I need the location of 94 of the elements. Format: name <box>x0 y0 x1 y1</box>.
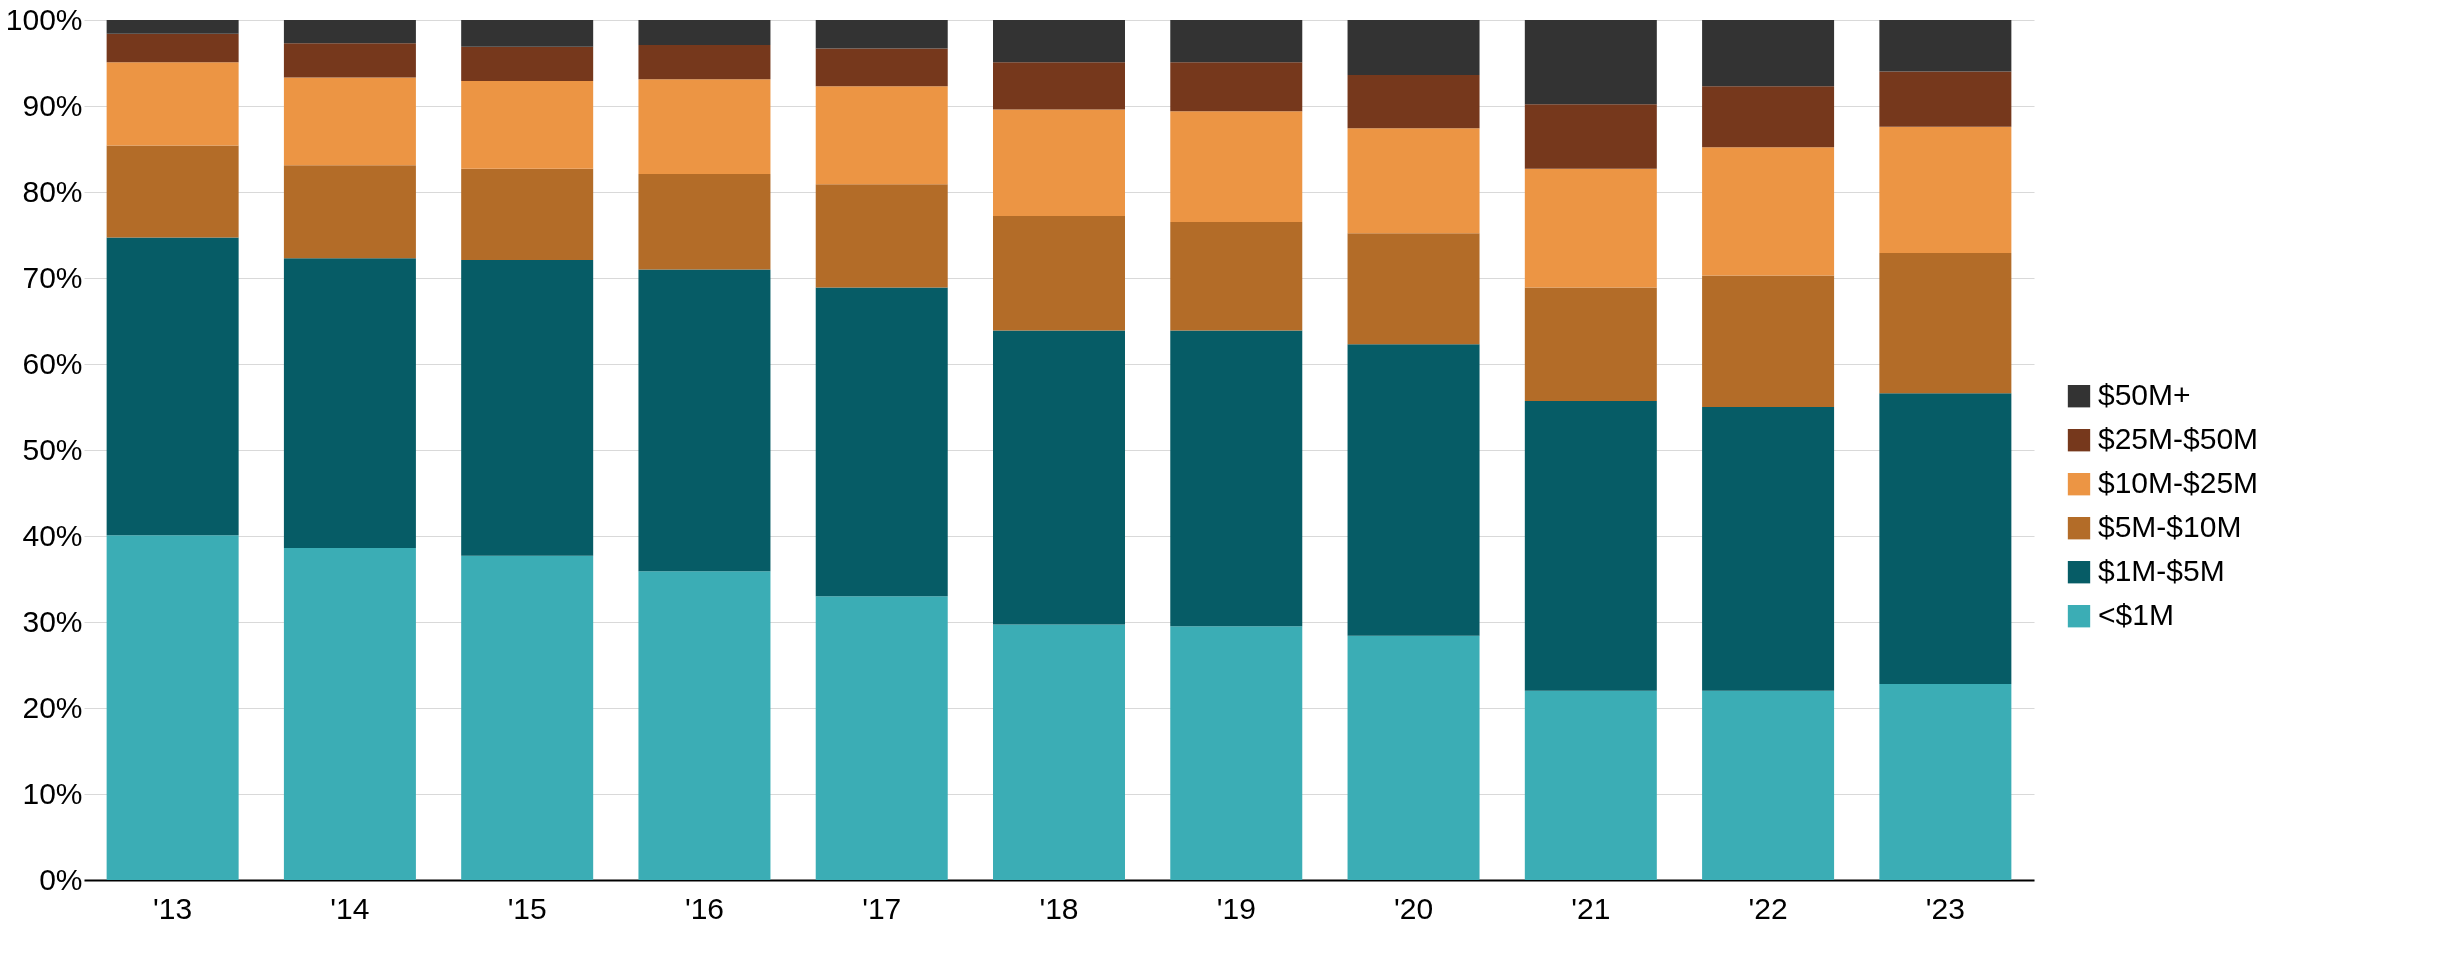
bar <box>993 624 1125 880</box>
bar <box>993 109 1125 217</box>
bar <box>1347 20 1480 76</box>
bar <box>461 20 594 47</box>
y-tick-label: 20% <box>22 690 83 724</box>
bar <box>461 81 594 169</box>
bar <box>1879 20 2012 72</box>
bar <box>815 596 948 880</box>
y-tick-label: 80% <box>22 174 83 208</box>
x-tick-label: '23 <box>1925 891 1965 925</box>
bar <box>1347 75 1480 129</box>
y-tick-label: 30% <box>22 604 83 638</box>
y-tick-label: 90% <box>22 88 83 122</box>
y-tick-label: 60% <box>22 346 83 380</box>
bar <box>106 33 239 63</box>
bar <box>283 77 416 166</box>
x-tick-label: '19 <box>1216 891 1256 925</box>
bar <box>106 535 239 880</box>
bar <box>638 269 771 572</box>
bar <box>1879 126 2012 254</box>
bar <box>461 555 594 880</box>
x-tick-label: '17 <box>862 891 902 925</box>
bar <box>1170 62 1303 112</box>
bar <box>283 258 416 549</box>
bar <box>106 20 239 34</box>
bar <box>638 20 771 45</box>
y-tick-label: 10% <box>22 776 83 810</box>
x-tick-label: '16 <box>684 891 725 925</box>
bar <box>283 20 416 44</box>
bar <box>1879 683 2012 880</box>
bar <box>815 287 948 597</box>
bar <box>1347 344 1480 636</box>
bar <box>1524 104 1657 169</box>
x-tick-label: '13 <box>153 891 193 925</box>
bar <box>1524 20 1657 105</box>
bar <box>1702 690 1835 880</box>
bar <box>1524 287 1657 401</box>
y-tick-label: 70% <box>22 260 83 294</box>
y-tick-label: 40% <box>22 518 83 552</box>
bar <box>1170 222 1303 331</box>
bar <box>1702 407 1835 691</box>
legend-label: $50M+ <box>2098 378 2191 412</box>
bar <box>638 79 771 174</box>
bar <box>461 259 594 556</box>
bar <box>1524 690 1657 880</box>
bar <box>638 44 771 80</box>
bar <box>993 62 1125 110</box>
legend-label: $10M-$25M <box>2098 466 2259 500</box>
legend-label: $25M-$50M <box>2098 422 2259 456</box>
bar <box>1524 168 1657 288</box>
bar <box>106 62 239 146</box>
y-tick-label: 50% <box>22 432 83 466</box>
bar <box>1170 20 1303 63</box>
bar <box>1702 20 1835 87</box>
bar <box>993 330 1125 625</box>
bar <box>1702 86 1835 148</box>
bar <box>1170 626 1303 880</box>
bar <box>1879 393 2012 684</box>
bar <box>106 237 239 536</box>
bar <box>283 165 416 259</box>
bar <box>993 20 1125 63</box>
bar <box>1702 147 1835 276</box>
bar <box>993 216 1125 331</box>
bar <box>283 548 416 880</box>
x-tick-label: '22 <box>1748 891 1788 925</box>
bar <box>1879 253 2012 394</box>
y-tick-label: 100% <box>5 2 83 36</box>
bar <box>283 43 416 78</box>
x-tick-label: '20 <box>1393 891 1434 925</box>
bar <box>1879 71 2012 127</box>
x-tick-label: '15 <box>507 891 547 925</box>
bar <box>1347 233 1480 345</box>
bar <box>461 46 594 82</box>
x-tick-label: '14 <box>330 891 370 925</box>
legend-label: <$1M <box>2098 598 2174 632</box>
bar <box>1347 635 1480 880</box>
bar <box>1170 111 1303 223</box>
bar <box>1347 128 1480 234</box>
bar <box>1702 275 1835 407</box>
bar <box>815 86 948 185</box>
y-tick-label: 0% <box>39 862 83 896</box>
bar <box>815 48 948 87</box>
bar <box>638 173 771 270</box>
bar <box>106 145 239 238</box>
bar <box>815 20 948 49</box>
bar <box>1170 330 1303 627</box>
x-tick-label: '18 <box>1039 891 1079 925</box>
legend-label: $1M-$5M <box>2098 554 2225 588</box>
bar <box>1524 400 1657 691</box>
bar <box>815 184 948 288</box>
bar <box>461 168 594 260</box>
x-tick-label: '21 <box>1571 891 1611 925</box>
legend-label: $5M-$10M <box>2098 510 2242 544</box>
bar <box>638 571 771 880</box>
